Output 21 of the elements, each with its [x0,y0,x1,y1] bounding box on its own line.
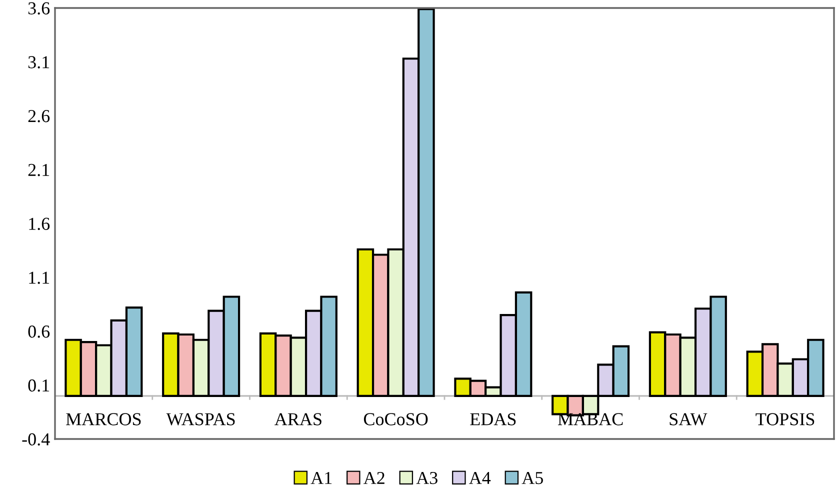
legend-label: A2 [364,472,384,484]
y-tick-label: 3.6 [28,2,50,15]
legend-label: A1 [310,472,332,484]
y-tick-label: 3.1 [28,56,50,68]
x-tick-label: WASPAS [166,413,235,426]
x-tick-label: TOPSIS [756,413,814,426]
y-tick-label: 0.1 [28,379,50,392]
legend-label: A3 [416,472,438,484]
y-tick-label: 0.6 [28,326,50,338]
legend-label: A4 [469,472,491,484]
legend-label: A5 [522,472,543,484]
y-tick-label: 2.1 [28,164,50,176]
y-tick-label: 1.1 [29,272,50,284]
y-tick-label: -0.4 [22,433,50,446]
x-tick-label: ARAS [274,413,322,426]
x-tick-label: CoCoSO [364,413,428,426]
y-tick-label: 1.6 [29,218,50,230]
y-tick-label: 2.6 [28,110,50,122]
x-tick-label: MARCOS [66,413,141,426]
x-tick-label: EDAS [470,413,516,426]
x-tick-label: SAW [670,413,708,426]
